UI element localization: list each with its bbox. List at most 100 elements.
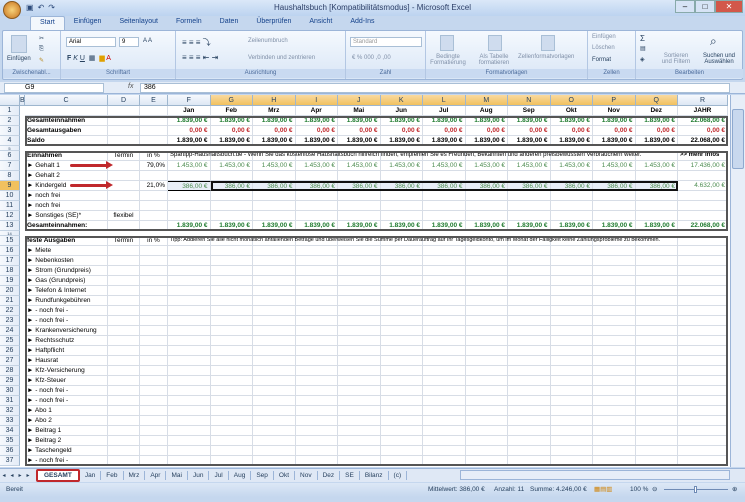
- cell[interactable]: [168, 446, 211, 456]
- cell[interactable]: [465, 376, 508, 386]
- cell[interactable]: [210, 286, 253, 296]
- cell[interactable]: [253, 266, 296, 276]
- row-header[interactable]: 20: [0, 286, 20, 296]
- summary-value[interactable]: 1.839,00 €: [508, 136, 551, 146]
- cell[interactable]: [635, 456, 678, 466]
- cell[interactable]: [678, 376, 728, 386]
- column-header-R[interactable]: R: [678, 95, 728, 106]
- cell[interactable]: [635, 396, 678, 406]
- save-icon[interactable]: ▣: [26, 3, 34, 12]
- cell[interactable]: [423, 286, 466, 296]
- month-header[interactable]: Apr: [295, 106, 338, 116]
- arrow-right-icon[interactable]: ►: [27, 247, 36, 254]
- cell[interactable]: [168, 316, 211, 326]
- cell[interactable]: [423, 386, 466, 396]
- cell[interactable]: [678, 246, 728, 256]
- row-header[interactable]: 1: [0, 106, 20, 116]
- income-termin[interactable]: [108, 171, 140, 181]
- cell[interactable]: [380, 276, 423, 286]
- sort-filter-button[interactable]: Sortieren und Filtern: [661, 53, 691, 65]
- income-value[interactable]: 1.453,00 €: [338, 161, 381, 171]
- cell[interactable]: [423, 376, 466, 386]
- expense-item[interactable]: ► - noch frei -: [25, 396, 108, 406]
- cell[interactable]: [140, 436, 168, 446]
- cell[interactable]: [380, 296, 423, 306]
- cell[interactable]: [210, 306, 253, 316]
- cell[interactable]: [593, 436, 636, 446]
- cell[interactable]: [550, 256, 593, 266]
- cell[interactable]: [635, 406, 678, 416]
- merge-center-button[interactable]: Verbinden und zentrieren: [248, 55, 316, 61]
- cell[interactable]: [593, 256, 636, 266]
- cell[interactable]: [508, 386, 551, 396]
- cell[interactable]: [210, 406, 253, 416]
- cell[interactable]: [508, 326, 551, 336]
- expense-item[interactable]: ► - noch frei -: [25, 306, 108, 316]
- column-header-H[interactable]: H: [253, 95, 296, 106]
- income-value[interactable]: 386,00 €: [210, 181, 253, 191]
- font-size-select[interactable]: 9: [119, 37, 139, 47]
- cell[interactable]: [338, 296, 381, 306]
- row-header[interactable]: 7: [0, 161, 20, 171]
- cell[interactable]: [210, 316, 253, 326]
- income-value[interactable]: [593, 201, 636, 211]
- income-total-value[interactable]: 1.839,00 €: [508, 221, 551, 231]
- expense-item[interactable]: ► Taschengeld: [25, 446, 108, 456]
- cell[interactable]: [338, 446, 381, 456]
- cell[interactable]: [465, 316, 508, 326]
- cell[interactable]: [253, 326, 296, 336]
- income-year-total[interactable]: [678, 191, 728, 201]
- income-total-year[interactable]: 22.068,00 €: [678, 221, 728, 231]
- cell[interactable]: [550, 436, 593, 446]
- cell[interactable]: [108, 436, 140, 446]
- row-header[interactable]: 11: [0, 201, 20, 211]
- summary-value[interactable]: 1.839,00 €: [168, 136, 211, 146]
- cell[interactable]: [295, 256, 338, 266]
- cell[interactable]: [210, 356, 253, 366]
- income-value[interactable]: [338, 201, 381, 211]
- paste-button[interactable]: Einfügen: [7, 56, 31, 62]
- row-header[interactable]: 25: [0, 336, 20, 346]
- cell[interactable]: [593, 296, 636, 306]
- summary-value[interactable]: 1.839,00 €: [423, 116, 466, 126]
- cell[interactable]: [253, 436, 296, 446]
- cell[interactable]: [108, 376, 140, 386]
- cell[interactable]: [140, 336, 168, 346]
- cell[interactable]: [338, 386, 381, 396]
- cell[interactable]: [465, 326, 508, 336]
- cell[interactable]: [295, 436, 338, 446]
- income-value[interactable]: [423, 191, 466, 201]
- income-year-total[interactable]: [678, 201, 728, 211]
- row-header[interactable]: 34: [0, 426, 20, 436]
- row-header[interactable]: 35: [0, 436, 20, 446]
- cell[interactable]: [338, 406, 381, 416]
- income-value[interactable]: [253, 211, 296, 221]
- minimize-button[interactable]: –: [675, 0, 695, 13]
- arrow-right-icon[interactable]: ►: [27, 367, 36, 374]
- summary-value[interactable]: 1.839,00 €: [550, 136, 593, 146]
- income-termin[interactable]: [108, 201, 140, 211]
- income-percent[interactable]: [140, 211, 168, 221]
- cell[interactable]: [635, 376, 678, 386]
- cell[interactable]: [465, 296, 508, 306]
- clear-icon[interactable]: ◈: [640, 57, 645, 63]
- summary-value[interactable]: 1.839,00 €: [295, 116, 338, 126]
- cell[interactable]: [635, 416, 678, 426]
- cell[interactable]: [253, 306, 296, 316]
- find-select-button[interactable]: Suchen und Auswählen: [702, 53, 736, 65]
- zoom-in-icon[interactable]: ⊕: [732, 486, 738, 493]
- format-as-table-button[interactable]: Als Tabelle formatieren: [478, 54, 510, 66]
- cell[interactable]: [593, 426, 636, 436]
- income-value[interactable]: [380, 201, 423, 211]
- cell[interactable]: [465, 436, 508, 446]
- cell[interactable]: [678, 306, 728, 316]
- undo-icon[interactable]: ↶: [37, 3, 45, 12]
- month-header[interactable]: Feb: [210, 106, 253, 116]
- cell[interactable]: [678, 296, 728, 306]
- cell[interactable]: [140, 456, 168, 466]
- cell[interactable]: [550, 326, 593, 336]
- income-value[interactable]: 386,00 €: [253, 181, 296, 191]
- column-header-F[interactable]: F: [168, 95, 211, 106]
- expense-item[interactable]: ► Rechtsschutz: [25, 336, 108, 346]
- row-header[interactable]: 36: [0, 446, 20, 456]
